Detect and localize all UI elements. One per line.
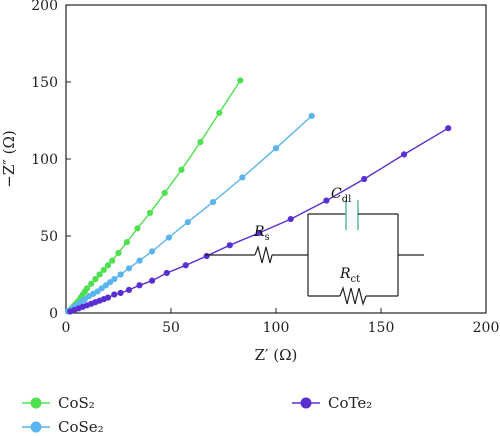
- cdl-label: Cdl: [331, 186, 351, 205]
- x-tick-label: 200: [473, 320, 500, 336]
- legend-marker: [30, 421, 42, 433]
- y-tick-label: 0: [49, 306, 58, 322]
- legend-item: CoTe₂: [292, 394, 372, 412]
- legend-marker: [30, 397, 42, 409]
- data-point: [163, 269, 170, 277]
- data-point: [216, 109, 223, 116]
- data-point: [102, 282, 109, 289]
- rct-resistor: [339, 285, 367, 307]
- data-point: [111, 291, 118, 298]
- data-point: [81, 296, 88, 303]
- data-point: [136, 257, 143, 264]
- series-layer: [64, 77, 452, 315]
- data-point: [237, 77, 244, 84]
- data-point: [239, 174, 246, 181]
- data-point: [111, 276, 118, 283]
- x-tick-label: 0: [62, 320, 71, 336]
- equivalent-circuit-inset: [205, 200, 424, 307]
- x-tick-label: 150: [368, 320, 395, 336]
- data-point: [226, 242, 233, 249]
- data-point: [323, 197, 330, 204]
- data-point: [117, 289, 124, 297]
- data-point: [94, 288, 101, 295]
- rct-label: Rct: [339, 266, 360, 285]
- y-tick-label: 100: [31, 152, 58, 168]
- data-point: [178, 166, 185, 173]
- data-point: [272, 145, 280, 152]
- data-point: [197, 138, 204, 146]
- data-point: [165, 234, 172, 241]
- y-tick-label: 150: [31, 75, 58, 91]
- data-point: [98, 285, 105, 292]
- data-point: [161, 189, 168, 196]
- data-point: [123, 239, 130, 246]
- data-point: [287, 215, 294, 223]
- data-point: [256, 229, 263, 237]
- x-tick-label: 50: [162, 320, 180, 336]
- legend-label: CoS₂: [58, 394, 95, 412]
- series-2: [67, 125, 452, 315]
- data-point: [149, 277, 156, 284]
- data-point: [96, 271, 103, 278]
- data-point: [203, 252, 210, 260]
- series-1: [64, 112, 315, 315]
- legend-item: CoS₂: [22, 394, 95, 412]
- data-point: [134, 225, 141, 232]
- data-point: [125, 286, 133, 294]
- y-tick-label: 50: [40, 229, 58, 245]
- data-point: [125, 265, 133, 272]
- rs-label: Rs: [253, 224, 270, 243]
- data-point: [104, 262, 112, 269]
- legend: CoS₂ CoSe₂ CoTe₂: [22, 394, 372, 436]
- legend-label: CoTe₂: [328, 394, 372, 412]
- legend-item: CoSe₂: [22, 418, 104, 436]
- plot-area: 0 50 100 150 200 0 50 100 150 200: [31, 0, 499, 336]
- data-point: [361, 175, 368, 183]
- x-axis-ticks: 0 50 100 150 200: [62, 308, 500, 336]
- legend-label: CoSe₂: [58, 418, 104, 436]
- data-point: [136, 282, 143, 289]
- data-point: [308, 112, 315, 119]
- x-axis-title: Z′ (Ω): [255, 346, 298, 364]
- y-axis-title: −Z″ (Ω): [0, 130, 18, 188]
- x-tick-label: 100: [263, 320, 290, 336]
- data-point: [83, 285, 91, 292]
- y-axis-ticks: 0 50 100 150 200: [31, 0, 71, 322]
- data-point: [209, 199, 217, 206]
- series-line: [69, 127, 449, 313]
- data-point: [401, 151, 408, 158]
- legend-marker: [300, 397, 312, 409]
- data-point: [149, 248, 156, 255]
- data-point: [182, 262, 189, 269]
- data-point: [92, 276, 99, 283]
- data-point: [146, 209, 154, 216]
- data-point: [184, 219, 191, 226]
- data-point: [117, 271, 124, 278]
- data-point: [445, 125, 452, 132]
- data-point: [88, 280, 95, 287]
- data-point: [100, 266, 107, 273]
- data-point: [115, 249, 122, 257]
- data-point: [109, 257, 116, 264]
- data-point: [104, 294, 112, 301]
- rs-resistor: [254, 244, 273, 264]
- y-tick-label: 200: [31, 0, 58, 14]
- data-point: [106, 279, 114, 286]
